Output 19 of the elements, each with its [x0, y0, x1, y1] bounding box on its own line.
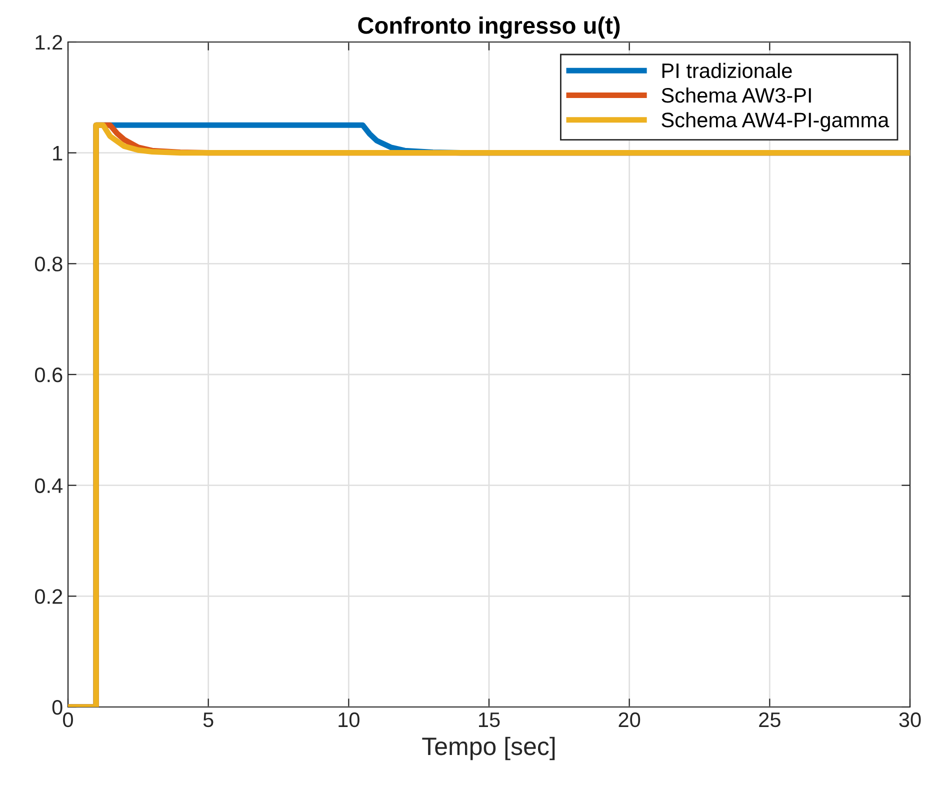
x-tick-label: 0	[63, 712, 73, 728]
y-tick-label: 1	[53, 146, 62, 160]
legend-label: Schema AW3-PI	[662, 87, 811, 103]
y-tick-label: 0.8	[34, 256, 62, 272]
x-tick-label: 20	[618, 712, 640, 728]
x-tick-label: 10	[338, 712, 360, 728]
x-tick-label: 15	[479, 712, 500, 728]
y-tick-label: 0.2	[34, 589, 62, 604]
legend-label: Schema AW4-PI-gamma	[662, 112, 890, 132]
y-tick-label: 1.2	[36, 35, 62, 50]
y-tick-label: 0.6	[34, 368, 62, 382]
x-tick-label: 30	[899, 712, 921, 728]
y-tick-label: 0.4	[34, 478, 63, 494]
legend-label: PI tradizionale	[662, 62, 792, 78]
x-axis-title: Tempo [sec]	[422, 736, 555, 760]
y-tick-label: 0	[52, 700, 62, 715]
x-tick-label: 25	[759, 712, 780, 728]
chart-title: Confronto ingresso u(t)	[358, 16, 620, 39]
x-tick-label: 5	[203, 712, 214, 728]
